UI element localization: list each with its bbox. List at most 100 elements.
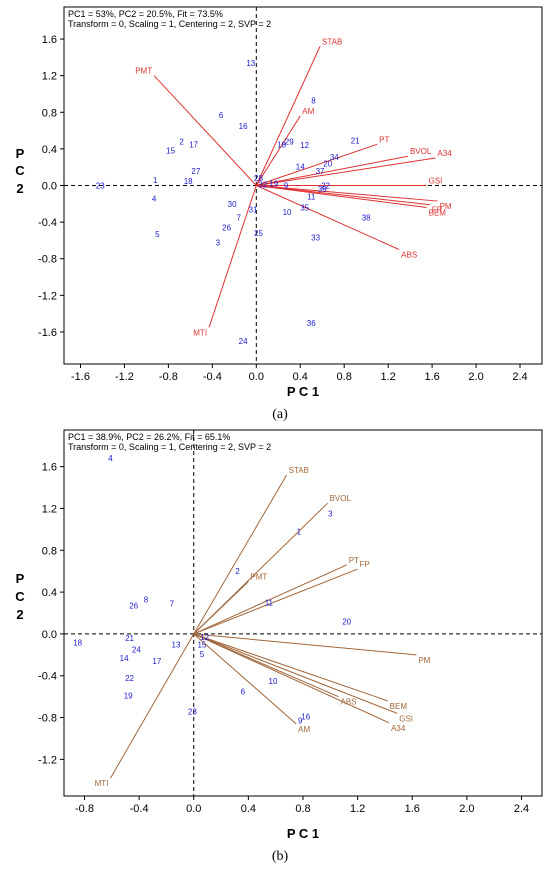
point-2: 2 [179, 138, 184, 147]
point-22: 22 [321, 182, 330, 191]
point-6: 6 [219, 111, 224, 120]
y-tick-label: 0.0 [42, 181, 57, 193]
point-16: 16 [301, 713, 310, 722]
panel-label-a: (a) [272, 407, 288, 422]
vector-am [255, 115, 301, 186]
point-26: 26 [222, 224, 231, 233]
y-tick-label: -0.4 [38, 217, 57, 229]
vector-pt [193, 564, 347, 635]
y-tick-label: 0.8 [42, 107, 57, 119]
vector-stab [193, 474, 288, 635]
vector-label-bem: BEM [390, 702, 408, 711]
point-29: 29 [285, 138, 294, 147]
vector-label-pt: PT [379, 135, 389, 144]
point-7: 7 [236, 214, 241, 223]
x-tick-label: 1.2 [381, 371, 396, 383]
point-5: 5 [200, 650, 205, 659]
x-tick-label: 1.6 [405, 803, 420, 815]
point-36: 36 [307, 319, 316, 328]
vector-label-fp: FP [432, 206, 442, 215]
vector-fp [193, 568, 358, 635]
vector-label-a34: A34 [391, 724, 406, 733]
x-tick-label: 2.4 [512, 371, 527, 383]
x-ticks-a: -1.6 -1.2 -0.8 -0.4 0.0 0.4 0.8 1.2 1.6 2.0 2.4 [71, 364, 528, 383]
vector-a34 [193, 633, 390, 724]
point-13: 13 [246, 59, 255, 68]
point-16: 16 [239, 122, 248, 131]
svg-text:2: 2 [16, 607, 23, 622]
y-tick-label: -1.2 [38, 754, 57, 766]
x-tick-label: -0.4 [130, 803, 149, 815]
y-tick-label: 0.4 [42, 587, 57, 599]
point-7: 7 [170, 600, 175, 609]
point-4: 4 [152, 194, 157, 203]
point-19: 19 [269, 180, 278, 189]
y-tick-label: 1.6 [42, 462, 57, 474]
point-20: 20 [323, 160, 332, 169]
point-39: 39 [318, 185, 327, 194]
y-axis-title-b: P C 2 [15, 571, 25, 622]
vector-label-gsi: GSI [399, 714, 413, 723]
vector-label-bem: BEM [429, 208, 447, 217]
vector-fp [256, 185, 430, 206]
x-tick-label: 0.4 [241, 803, 256, 815]
vector-label-abs: ABS [341, 698, 357, 707]
point-6: 6 [241, 687, 246, 696]
vector-abs [256, 185, 400, 251]
point-19: 19 [124, 692, 133, 701]
zero-lines-b [64, 430, 542, 796]
point-32: 32 [258, 181, 267, 190]
vector-gsi [193, 633, 398, 714]
x-ticks-b: -0.8 -0.4 0.0 0.4 0.8 1.2 1.6 2.0 2.4 [75, 796, 529, 815]
vector-bem [193, 633, 388, 702]
point-9: 9 [284, 182, 289, 191]
vector-bvol [256, 155, 409, 186]
point-21: 21 [125, 634, 134, 643]
vector-label-pmt: PMT [250, 573, 267, 582]
x-tick-label: -1.2 [115, 371, 134, 383]
y-axis-title-a: P C 2 [15, 146, 25, 196]
vector-label-abs: ABS [401, 251, 417, 260]
point-28: 28 [254, 174, 263, 183]
x-tick-label: -0.8 [75, 803, 94, 815]
x-tick-label: 1.2 [350, 803, 365, 815]
point-8: 8 [311, 96, 316, 105]
x-tick-label: 2.4 [514, 803, 529, 815]
y-tick-label: 1.2 [42, 503, 57, 515]
point-3: 3 [216, 238, 221, 247]
point-17: 17 [152, 657, 161, 666]
point-34: 34 [330, 153, 339, 162]
vector-label-bvol: BVOL [410, 147, 432, 156]
vector-pmt [153, 75, 257, 186]
x-axis-title-a: P C 1 [287, 384, 319, 399]
x-tick-label: 1.6 [424, 371, 439, 383]
point-9: 9 [298, 717, 303, 726]
vector-label-stab: STAB [289, 466, 309, 475]
svg-text:C: C [15, 589, 25, 604]
vector-label-fp: FP [360, 560, 370, 569]
vector-label-pm: PM [440, 202, 452, 211]
point-2: 2 [235, 567, 240, 576]
point-14: 14 [296, 162, 305, 171]
info-line-2-b: Transform = 0, Scaling = 1, Centering = … [68, 442, 271, 452]
point-22: 22 [125, 674, 134, 683]
vector-mti [208, 185, 257, 328]
vector-label-mti: MTI [95, 779, 109, 788]
svg-text:C: C [15, 163, 25, 178]
point-25: 25 [254, 229, 263, 238]
point-26: 26 [129, 602, 138, 611]
y-tick-label: 0.8 [42, 545, 57, 557]
point-1: 1 [153, 176, 158, 185]
point-23: 23 [96, 182, 105, 191]
info-line-2-a: Transform = 0, Scaling = 1, Centering = … [68, 19, 271, 29]
y-ticks-a: 1.6 1.2 0.8 0.4 0.0 -0.4 -0.8 -1.2 -1.6 [38, 34, 64, 339]
vector-pm [193, 633, 417, 656]
x-tick-label: 0.4 [293, 371, 308, 383]
biplot-b: PC1 = 38.9%, PC2 = 26.2%, Fit = 65.1% Tr… [15, 429, 543, 864]
point-5: 5 [155, 230, 160, 239]
point-13: 13 [172, 640, 181, 649]
y-tick-label: -1.2 [38, 290, 57, 302]
